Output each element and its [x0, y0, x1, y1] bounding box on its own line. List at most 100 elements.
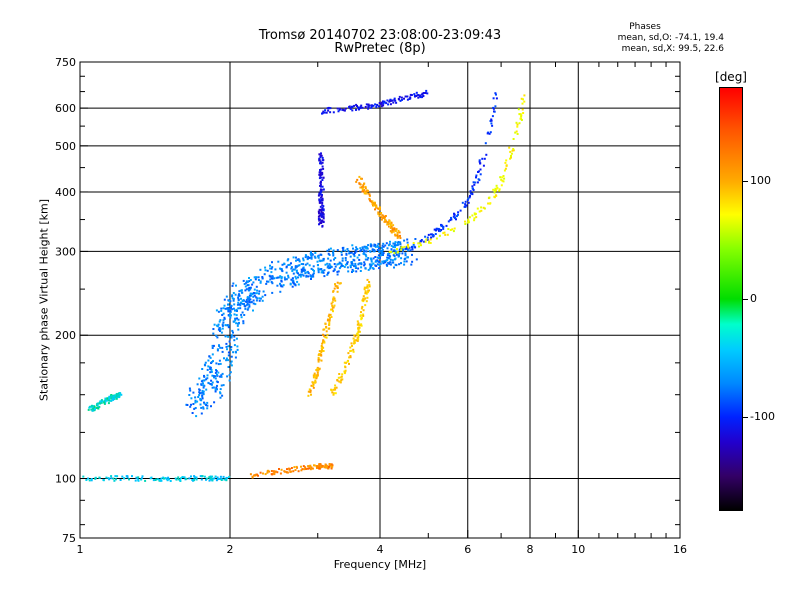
scatter-point	[340, 251, 343, 254]
scatter-point	[324, 336, 327, 339]
scatter-point	[329, 264, 332, 267]
scatter-point	[419, 94, 422, 97]
scatter-point	[249, 473, 252, 476]
scatter-point	[391, 259, 394, 262]
scatter-point	[357, 106, 360, 109]
scatter-point	[106, 397, 109, 400]
scatter-point	[471, 185, 474, 188]
scatter-point	[495, 184, 498, 187]
scatter-point	[217, 363, 220, 366]
scatter-point	[368, 104, 371, 107]
scatter-point	[211, 381, 214, 384]
scatter-point	[411, 246, 413, 249]
scatter-point	[249, 286, 252, 289]
scatter-point	[397, 255, 400, 258]
scatter-point	[320, 259, 323, 262]
scatter-point	[319, 205, 322, 208]
scatter-point	[320, 189, 323, 192]
scatter-point	[411, 248, 414, 251]
scatter-point	[213, 323, 216, 326]
scatter-point	[339, 262, 342, 265]
scatter-point	[326, 465, 328, 468]
scatter-point	[320, 271, 323, 274]
scatter-point	[520, 119, 523, 121]
scatter-point	[317, 269, 320, 272]
scatter-point	[330, 308, 333, 311]
scatter-point	[339, 380, 342, 383]
scatter-point	[319, 260, 322, 263]
scatter-point	[385, 259, 388, 262]
scatter-point	[251, 475, 254, 478]
scatter-point	[370, 106, 373, 109]
scatter-point	[295, 269, 298, 272]
scatter-point	[279, 472, 282, 475]
scatter-point	[198, 394, 201, 397]
scatter-point	[222, 307, 225, 310]
scatter-point	[210, 368, 213, 371]
scatter-point	[420, 244, 422, 247]
scatter-point	[318, 200, 321, 203]
scatter-point	[322, 220, 325, 223]
scatter-point	[377, 105, 380, 108]
scatter-point	[108, 399, 111, 402]
scatter-point	[206, 377, 209, 380]
scatter-point	[351, 268, 354, 271]
scatter-point	[248, 304, 251, 307]
scatter-point	[389, 103, 392, 106]
scatter-point	[248, 297, 250, 300]
scatter-point	[482, 206, 485, 209]
scatter-point	[467, 197, 470, 200]
scatter-point	[487, 202, 490, 205]
scatter-point	[388, 251, 391, 254]
scatter-point	[319, 183, 322, 186]
scatter-point	[217, 371, 220, 374]
scatter-point	[332, 252, 335, 255]
scatter-point	[389, 230, 392, 233]
scatter-point	[364, 258, 367, 261]
x-tick-label: 2	[227, 543, 234, 556]
scatter-point	[403, 97, 405, 100]
scatter-point	[273, 277, 276, 280]
scatter-point	[273, 473, 276, 476]
scatter-point	[179, 479, 182, 482]
scatter-point	[344, 263, 347, 266]
scatter-point	[501, 176, 504, 179]
scatter-point	[104, 397, 107, 400]
scatter-point	[467, 218, 470, 221]
scatter-point	[338, 373, 341, 375]
scatter-point	[320, 154, 323, 157]
scatter-point	[355, 250, 358, 253]
scatter-point	[387, 253, 390, 255]
scatter-point	[390, 231, 393, 234]
scatter-point	[447, 228, 450, 230]
scatter-point	[278, 276, 281, 279]
scatter-point	[220, 384, 223, 387]
scatter-point	[324, 109, 327, 112]
scatter-point	[484, 142, 487, 145]
scatter-point	[321, 202, 324, 204]
scatter-point	[372, 257, 375, 260]
scatter-point	[375, 105, 378, 108]
scatter-point	[270, 281, 273, 283]
scatter-point	[232, 297, 235, 300]
scatter-point	[237, 307, 240, 310]
scatter-point	[329, 266, 332, 269]
scatter-point	[213, 376, 215, 379]
scatter-point	[475, 176, 477, 179]
scatter-point	[361, 305, 364, 308]
scatter-point	[270, 277, 273, 280]
scatter-point	[424, 92, 427, 94]
scatter-point	[518, 113, 521, 116]
scatter-point	[233, 335, 236, 338]
scatter-point	[227, 351, 230, 354]
scatter-point	[316, 371, 319, 374]
scatter-point	[285, 278, 288, 281]
scatter-point	[310, 267, 313, 270]
scatter-point	[94, 476, 97, 479]
y-axis-label: Stationary phase Virtual Height [km]	[37, 198, 51, 402]
scatter-point	[298, 259, 301, 262]
scatter-point	[359, 247, 362, 250]
scatter-point	[279, 275, 282, 278]
scatter-point	[360, 311, 362, 314]
scatter-point	[443, 231, 446, 234]
